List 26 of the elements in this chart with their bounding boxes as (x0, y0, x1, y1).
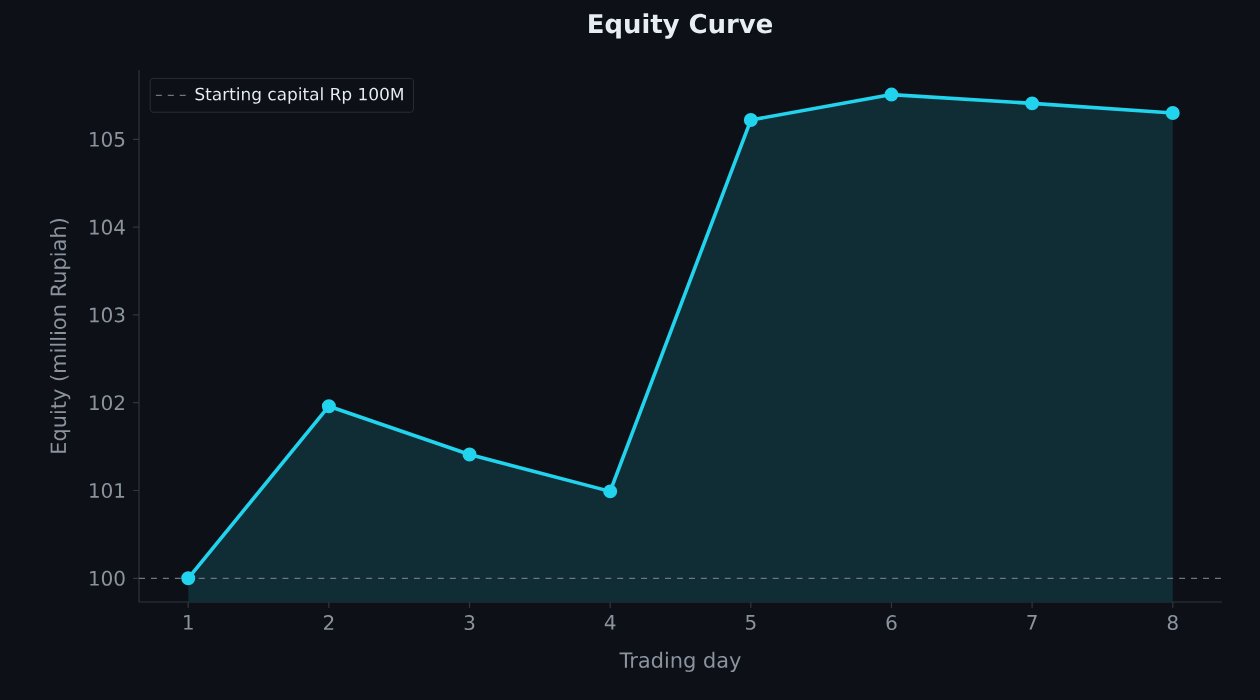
x-tick-label: 4 (604, 615, 616, 630)
y-tick-label: 101 (90, 482, 125, 499)
x-tick-label: 5 (746, 615, 756, 630)
point (181, 571, 196, 586)
point (1025, 96, 1040, 111)
y-tick-label: 105 (90, 131, 125, 147)
point (884, 87, 899, 102)
point (743, 113, 758, 128)
x-tick-label: 6 (886, 615, 897, 631)
point (321, 399, 336, 414)
chart-title: Equity Curve (589, 13, 773, 39)
x-tick-label: 8 (1167, 615, 1178, 631)
y-tick-label: 102 (90, 395, 124, 411)
x-tick-label: 2 (324, 615, 334, 630)
point (1165, 106, 1180, 120)
x-tick-label: 7 (1027, 615, 1037, 630)
legend-label: Starting capital Rp 100M (195, 87, 403, 104)
x-axis-title: Trading day (619, 651, 741, 673)
x-tick-label: 1 (184, 615, 193, 630)
x-tick-label: 3 (464, 615, 475, 631)
y-axis-title: Equity (million Rupiah) (50, 218, 71, 453)
point (603, 484, 618, 499)
y-tick-label: 104 (90, 219, 125, 235)
point (462, 447, 477, 462)
y-tick-label: 100 (90, 570, 125, 586)
y-tick-label: 103 (90, 307, 125, 323)
